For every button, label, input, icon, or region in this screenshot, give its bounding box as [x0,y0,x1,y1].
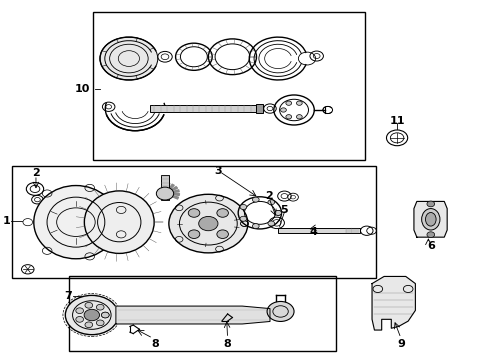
Text: 1: 1 [2,216,10,226]
Circle shape [285,101,291,105]
Circle shape [101,312,109,318]
Text: 10: 10 [75,84,90,94]
Circle shape [274,210,281,215]
Bar [149,105,260,112]
Circle shape [274,210,281,215]
Text: 8: 8 [224,339,231,348]
Text: 5: 5 [280,205,287,215]
Ellipse shape [421,208,439,230]
Text: 4: 4 [309,227,317,237]
Bar [93,12,364,160]
Polygon shape [162,183,164,187]
Circle shape [216,230,228,238]
Bar [255,104,262,113]
Circle shape [76,316,83,322]
Ellipse shape [34,185,118,259]
Bar [12,166,375,278]
Circle shape [252,197,259,202]
Circle shape [168,194,247,253]
Circle shape [296,114,302,119]
Polygon shape [171,187,177,190]
Text: 8: 8 [151,339,159,348]
Circle shape [252,224,259,229]
Circle shape [65,296,118,335]
Circle shape [240,204,246,210]
Circle shape [267,221,274,226]
Polygon shape [169,184,174,189]
Bar [68,276,335,351]
Polygon shape [173,190,179,193]
Circle shape [285,114,291,119]
Circle shape [198,216,218,231]
Circle shape [216,209,228,217]
Polygon shape [172,196,178,199]
Circle shape [188,209,200,217]
Text: 2: 2 [32,168,40,178]
Text: 9: 9 [396,339,404,348]
Bar [161,175,168,200]
Polygon shape [173,194,179,195]
Polygon shape [371,276,414,330]
Circle shape [76,308,83,314]
Circle shape [296,101,302,105]
Circle shape [85,302,93,308]
Circle shape [156,187,173,200]
Circle shape [96,320,104,326]
Circle shape [96,304,104,310]
Circle shape [100,37,158,80]
Circle shape [267,200,274,205]
Circle shape [266,301,293,321]
Circle shape [280,108,286,112]
Text: 2: 2 [264,191,272,201]
Ellipse shape [84,191,154,253]
Circle shape [426,201,434,207]
Polygon shape [413,202,446,237]
Circle shape [188,230,200,238]
Circle shape [84,309,100,321]
Text: 11: 11 [388,116,404,126]
Polygon shape [166,183,170,188]
Polygon shape [116,306,269,324]
Circle shape [426,232,434,238]
Bar [278,228,359,233]
Circle shape [101,312,109,318]
Text: 7: 7 [64,291,71,301]
Ellipse shape [425,212,435,226]
Circle shape [85,322,93,328]
Text: 6: 6 [426,241,434,251]
Circle shape [240,216,246,221]
Text: 3: 3 [214,166,222,176]
